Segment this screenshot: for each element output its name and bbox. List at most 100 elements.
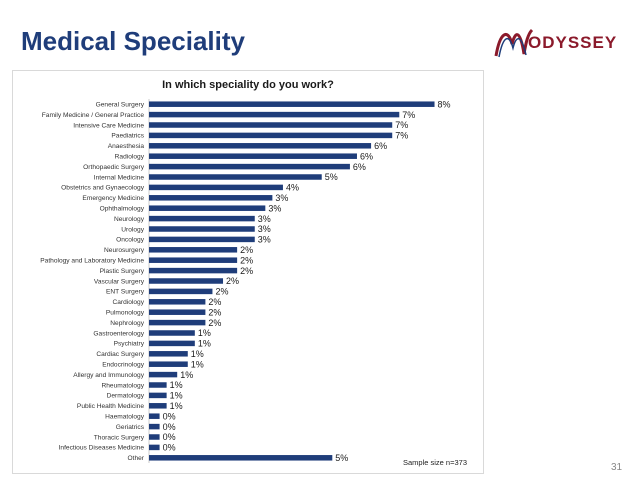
data-label: 3% [258, 235, 271, 245]
bar [149, 288, 213, 295]
category-label: Radiology [115, 154, 145, 161]
chart-frame: In which speciality do you work? General… [12, 70, 484, 474]
category-label: Cardiac Surgery [96, 351, 144, 358]
data-label: 7% [395, 120, 408, 130]
bar [149, 163, 350, 170]
category-label: Oncology [116, 237, 145, 244]
bar [149, 132, 393, 139]
category-label: Anaesthesia [108, 143, 145, 150]
category-label: Plastic Surgery [100, 268, 145, 275]
sample-size-note: Sample size n=373 [403, 458, 467, 467]
data-label: 2% [215, 287, 228, 297]
data-label: 5% [335, 453, 348, 463]
data-label: 2% [240, 245, 253, 255]
data-label: 3% [268, 203, 281, 213]
category-label: Rheumatology [101, 382, 144, 389]
bar [149, 392, 167, 399]
bar [149, 226, 255, 232]
category-label: Vascular Surgery [94, 278, 145, 285]
category-label: Allergy and Immunology [73, 372, 144, 379]
bar [149, 351, 188, 357]
data-label: 1% [170, 391, 183, 401]
data-label: 8% [438, 99, 451, 109]
category-label: Paediatrics [111, 133, 144, 140]
category-label: Internal Medicine [94, 174, 145, 181]
data-label: 0% [163, 443, 176, 453]
bar [149, 278, 224, 284]
page-number: 31 [611, 462, 623, 473]
bar [149, 122, 393, 128]
data-label: 1% [198, 328, 211, 338]
category-label: Nephrology [110, 320, 144, 327]
category-label: Geriatrics [116, 424, 145, 431]
bar-chart: General Surgery 8% Family Medicine / Gener… [40, 99, 451, 463]
bar [149, 205, 266, 211]
bar [149, 361, 188, 367]
data-label: 1% [198, 339, 211, 349]
data-label: 4% [286, 183, 299, 193]
bar [149, 299, 206, 305]
bar [149, 371, 178, 378]
data-label: 1% [191, 359, 204, 369]
data-label: 2% [208, 297, 221, 307]
bar [149, 101, 435, 107]
bar [149, 455, 333, 461]
category-label: Haematology [105, 414, 145, 421]
bar [149, 340, 195, 347]
odyssey-logo [494, 28, 534, 58]
category-label: Cardiology [112, 299, 144, 306]
bar [149, 413, 160, 419]
category-label: General Surgery [96, 102, 145, 109]
bar [149, 195, 273, 201]
category-label: Psychiatry [114, 341, 145, 348]
category-label: Family Medicine / General Practice [42, 112, 145, 119]
bar [149, 236, 255, 243]
data-label: 3% [258, 214, 271, 224]
bar [149, 444, 160, 451]
data-label: 1% [191, 349, 204, 359]
data-label: 2% [240, 266, 253, 276]
data-label: 0% [163, 432, 176, 442]
bar [149, 174, 322, 180]
bar [149, 257, 238, 263]
category-label: Obstetrics and Gynaecology [61, 185, 145, 192]
category-label: Orthopaedic Surgery [83, 164, 145, 171]
data-label: 3% [258, 224, 271, 234]
data-label: 6% [360, 151, 373, 161]
data-label: 1% [180, 370, 193, 380]
bar [149, 382, 167, 388]
page-title: Medical Speciality [21, 26, 245, 56]
category-label: Dermatology [107, 393, 145, 400]
category-label: Pulmonology [106, 310, 145, 317]
chart-title: In which speciality do you work? [162, 79, 334, 91]
bar [149, 434, 160, 440]
bar [149, 153, 357, 159]
category-label: Intensive Care Medicine [73, 122, 144, 129]
category-label: Urology [121, 226, 144, 233]
category-label: Gastroenterology [93, 330, 144, 337]
logo-text: ODYSSEY [528, 33, 618, 52]
bar [149, 309, 206, 315]
data-label: 2% [208, 307, 221, 317]
category-label: Pathology and Laboratory Medicine [40, 258, 144, 265]
data-label: 6% [353, 162, 366, 172]
data-label: 3% [275, 193, 288, 203]
bar [149, 267, 238, 274]
data-label: 7% [395, 131, 408, 141]
bar [149, 247, 238, 253]
category-label: ENT Surgery [106, 289, 145, 296]
data-label: 2% [208, 318, 221, 328]
category-label: Public Health Medicine [77, 403, 144, 410]
data-label: 6% [374, 141, 387, 151]
data-label: 0% [163, 411, 176, 421]
data-label: 5% [325, 172, 338, 182]
category-label: Other [128, 455, 145, 462]
data-label: 7% [402, 110, 415, 120]
data-label: 1% [170, 380, 183, 390]
category-label: Neurosurgery [104, 247, 145, 254]
bar [149, 143, 372, 149]
data-label: 0% [163, 422, 176, 432]
category-label: Endocrinology [102, 362, 144, 369]
bar [149, 184, 283, 191]
logo-swoosh-icon [494, 28, 534, 57]
